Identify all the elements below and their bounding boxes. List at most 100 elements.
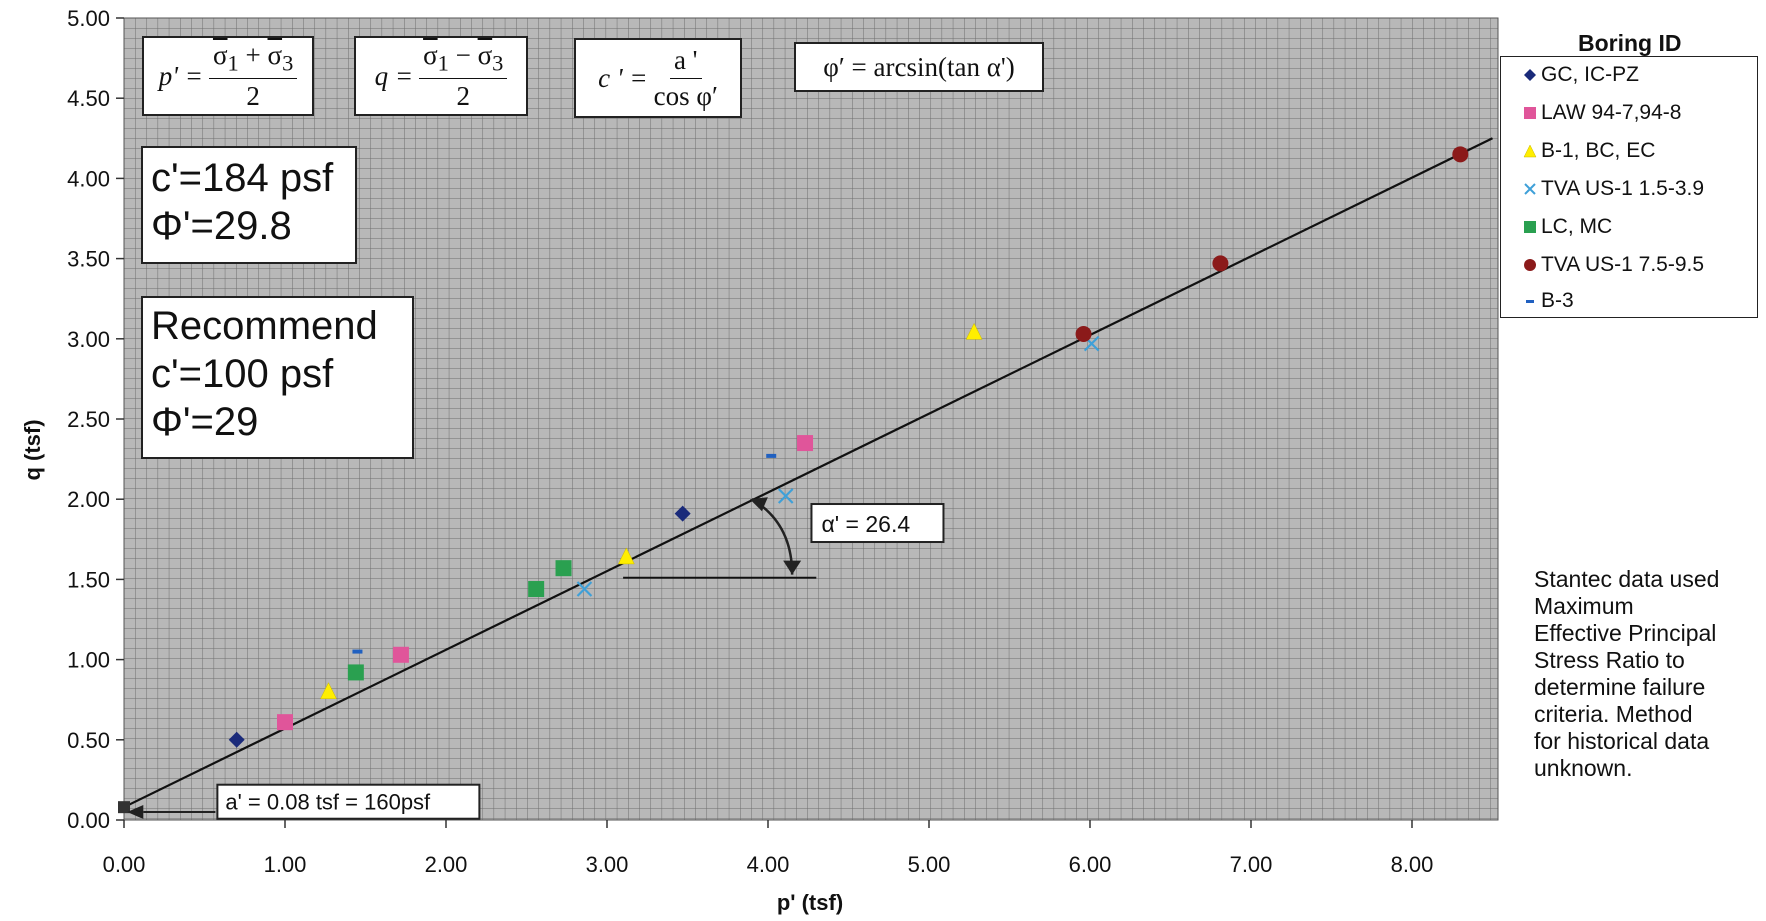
results-box: c'=184 psf Φ'=29.8: [141, 146, 357, 264]
legend-label-b1: B-1, BC, EC: [1541, 139, 1656, 162]
y-tick-label: 0.00: [67, 808, 110, 833]
c-eq-lhs: c ': [598, 62, 623, 93]
x-tick-label: 8.00: [1391, 852, 1434, 877]
x-tick-label: 6.00: [1069, 852, 1112, 877]
y-tick-label: 2.50: [67, 407, 110, 432]
legend-item-law: LAW 94-7,94-8: [1523, 101, 1681, 125]
q-equation-box: q = σ1 − σ3 2: [354, 36, 528, 116]
legend-label-tva1: TVA US-1 1.5-3.9: [1541, 177, 1705, 200]
x-tick-label: 2.00: [425, 852, 468, 877]
p-equation-box: p' = σ1 + σ3 2: [142, 36, 314, 116]
legend-item-lc: LC, MC: [1523, 215, 1612, 239]
c-eq-num: a ': [669, 45, 702, 79]
legend-label-tva2: TVA US-1 7.5-9.5: [1541, 253, 1705, 276]
q-eq-sigma3: σ: [477, 39, 493, 70]
intercept-arrow-head: [127, 804, 144, 819]
q-eq-sigma1: σ: [423, 39, 438, 70]
phi-equation-box: φ′ = arcsin(tan α'): [794, 42, 1044, 92]
square-icon: [1524, 107, 1536, 119]
data-point-square: [392, 646, 409, 663]
note-line-5: determine failure: [1534, 674, 1706, 700]
p-eq-den: 2: [246, 81, 260, 112]
p-eq-sigma3: σ: [267, 39, 283, 70]
data-point-triangle: [965, 322, 983, 340]
data-point-x: [777, 488, 794, 504]
c-eq-fraction: a ' cos φ′: [654, 45, 718, 112]
legend-item-b3: B-3: [1523, 289, 1574, 313]
x-tick-label: 5.00: [908, 852, 951, 877]
p-eq-plus: +: [245, 39, 261, 70]
y-tick-label: 0.50: [67, 728, 110, 753]
y-tick-label: 1.00: [67, 648, 110, 673]
y-tick-label: 2.00: [67, 487, 110, 512]
legend-item-tva2: TVA US-1 7.5-9.5: [1523, 253, 1704, 277]
note-line-4: Stress Ratio to: [1534, 647, 1685, 673]
y-tick-label: 4.00: [67, 166, 110, 191]
fit-line-group: [118, 137, 1493, 814]
legend-item-b1: B-1, BC, EC: [1523, 139, 1655, 163]
c-equation-box: c ' = a ' cos φ′: [574, 38, 742, 118]
data-markers: [228, 146, 1469, 748]
y-axis: 0.00 0.50 1.00 1.50 2.00 2.50 3.00 3.50 4.00 4.50…: [67, 6, 124, 833]
phi-eq-text: φ′ = arcsin(tan α'): [823, 51, 1015, 82]
alpha-label-box: [810, 503, 945, 544]
q-eq-fraction: σ1 − σ3 2: [419, 39, 508, 112]
legend-label-gc: GC, IC-PZ: [1541, 63, 1639, 86]
circle-icon: [1524, 259, 1536, 271]
legend-label-law: LAW 94-7,94-8: [1541, 101, 1682, 124]
note-line-3: Effective Principal: [1534, 620, 1717, 646]
p-eq-sub3: 3: [282, 50, 294, 76]
intercept-point: [118, 801, 130, 814]
data-point-square: [347, 664, 364, 681]
note-line-1: Stantec data used: [1534, 566, 1720, 592]
x-tick-label: 0.00: [103, 852, 146, 877]
legend-label-b3: B-3: [1541, 289, 1574, 312]
legend-label-lc: LC, MC: [1541, 215, 1613, 238]
x-axis-label: p' (tsf): [777, 890, 843, 915]
data-point-square: [277, 714, 293, 731]
data-point-circle: [1452, 146, 1469, 163]
angle-arrow-head-top: [749, 497, 768, 512]
c-prime-result: c'=184 psf: [151, 156, 334, 200]
p-eq-sigma1: σ: [212, 39, 228, 70]
legend: GC, IC-PZ LAW 94-7,94-8 B-1, BC, EC TVA …: [1500, 56, 1758, 318]
data-point-circle: [1075, 325, 1092, 342]
data-point-circle: [1212, 255, 1229, 272]
p-eq-lhs: p': [158, 60, 178, 91]
data-point-dash: [352, 649, 363, 654]
triangle-icon: [1523, 144, 1537, 158]
x-axis: 0.00 1.00 2.00 3.00 4.00 5.00 6.00 7.00 8.00: [103, 820, 1434, 877]
c-eq-den: cos φ′: [653, 80, 718, 111]
data-point-dash: [766, 453, 777, 458]
data-point-square: [528, 581, 545, 598]
data-point-triangle: [320, 682, 337, 699]
x-tick-label: 4.00: [747, 852, 790, 877]
legend-item-gc: GC, IC-PZ: [1523, 63, 1639, 87]
note-line-2: Maximum: [1534, 593, 1634, 619]
data-point-square: [797, 435, 814, 452]
method-note: Stantec data used Maximum Effective Prin…: [1534, 566, 1719, 782]
intercept-label: a' = 0.08 tsf = 160psf: [225, 790, 431, 815]
x-icon: [1524, 183, 1536, 195]
phi-prime-result: Φ'=29.8: [151, 204, 292, 248]
dash-icon: [1526, 300, 1534, 303]
q-eq-den: 2: [456, 81, 470, 112]
p-eq-fraction: σ1 + σ3 2: [208, 39, 298, 112]
note-line-7: for historical data: [1534, 728, 1710, 754]
legend-item-tva1: TVA US-1 1.5-3.9: [1523, 177, 1704, 201]
note-line-6: criteria. Method: [1534, 701, 1693, 727]
diamond-icon: [1524, 69, 1536, 81]
y-tick-label: 5.00: [67, 6, 110, 31]
q-eq-sub3: 3: [492, 50, 504, 76]
data-point-square: [555, 560, 572, 577]
p-eq-sub1: 1: [227, 50, 239, 76]
recommend-phi: Φ'=29: [151, 400, 259, 444]
x-tick-label: 7.00: [1230, 852, 1273, 877]
q-eq-sub1: 1: [437, 50, 449, 76]
failure-envelope-line: [123, 137, 1493, 809]
y-tick-label: 3.50: [67, 247, 110, 272]
q-eq-lhs: q: [374, 60, 389, 91]
angle-arrow-head-bottom: [783, 560, 802, 575]
data-point-diamond: [674, 505, 691, 522]
y-tick-label: 1.50: [67, 567, 110, 592]
